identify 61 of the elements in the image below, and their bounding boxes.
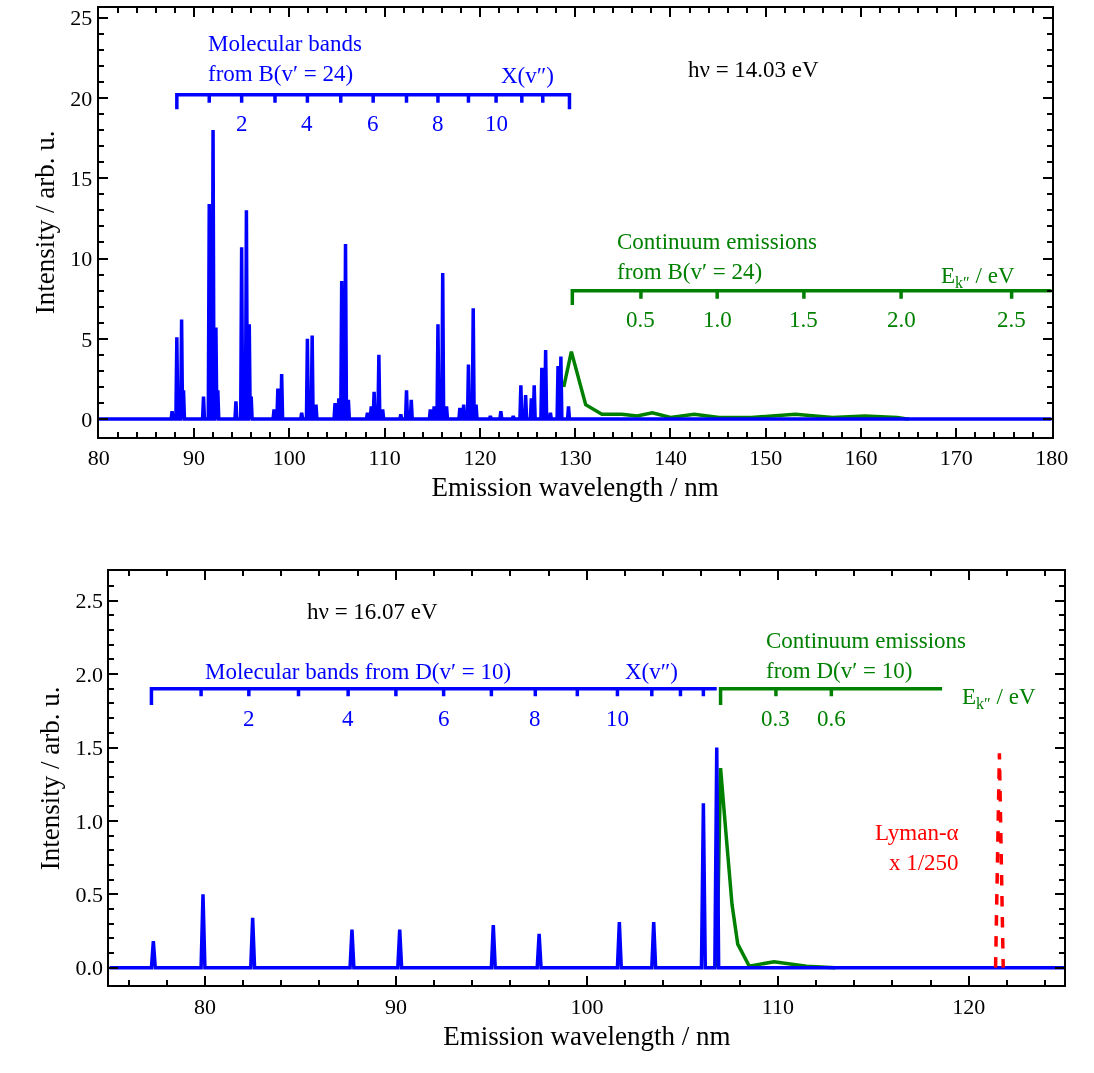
annotation: hν = 14.03 eV bbox=[688, 57, 820, 82]
x-tick-label: 130 bbox=[558, 445, 592, 471]
annotation: 2 bbox=[236, 111, 248, 136]
y-tick-label: 0.0 bbox=[75, 955, 104, 981]
annotation: 6 bbox=[367, 111, 379, 136]
annotation: 8 bbox=[529, 706, 541, 731]
annotation: 1.5 bbox=[789, 307, 818, 332]
y-tick-label: 20 bbox=[70, 85, 93, 111]
y-tick-label: 15 bbox=[70, 165, 93, 191]
annotation: hν = 16.07 eV bbox=[307, 599, 439, 624]
annotation: 0.5 bbox=[626, 307, 655, 332]
x-tick-label: 120 bbox=[463, 445, 497, 471]
annotation: Molecular bands from D(v′ = 10) bbox=[205, 659, 512, 684]
y-axis-title: Intensity / arb. u. bbox=[35, 686, 66, 871]
annotation: 2 bbox=[243, 706, 255, 731]
annotation: 6 bbox=[438, 706, 450, 731]
x-tick-label: 160 bbox=[844, 445, 878, 471]
annotation: 1.0 bbox=[703, 307, 732, 332]
x-tick-label: 110 bbox=[761, 993, 794, 1019]
annotation: 0.3 bbox=[761, 706, 790, 731]
y-tick-label: 5 bbox=[81, 326, 93, 352]
y-tick-label: 1.5 bbox=[75, 735, 104, 761]
annotation: E$_{k″}$ / eV bbox=[962, 684, 1036, 712]
x-tick-label: 90 bbox=[183, 445, 205, 471]
annotation: X(v″) bbox=[625, 659, 679, 684]
annotation: 4 bbox=[301, 111, 313, 136]
annotation: Lyman-α x 1/250 bbox=[875, 820, 959, 875]
annotation: 8 bbox=[432, 111, 444, 136]
annotation: Molecular bands from B(v′ = 24) bbox=[208, 31, 362, 86]
x-tick-label: 170 bbox=[939, 445, 973, 471]
y-tick-label: 25 bbox=[70, 5, 93, 31]
x-tick-label: 80 bbox=[87, 445, 110, 471]
annotation: 0.6 bbox=[817, 706, 846, 731]
x-tick-label: 100 bbox=[570, 993, 604, 1019]
x-tick-label: 100 bbox=[272, 445, 306, 471]
y-tick-label: 10 bbox=[70, 246, 93, 272]
y-tick-label: 2.5 bbox=[75, 588, 104, 614]
annotation: Continuum emissions from B(v′ = 24) bbox=[617, 229, 818, 284]
annotation: Continuum emissions from D(v′ = 10) bbox=[766, 628, 967, 683]
annotation: E$_{k″}$ / eV bbox=[941, 263, 1015, 291]
annotation: 10 bbox=[606, 706, 629, 731]
x-tick-label: 140 bbox=[653, 445, 687, 471]
x-tick-label: 120 bbox=[952, 993, 986, 1019]
y-tick-label: 2.0 bbox=[75, 661, 104, 687]
line-series bbox=[109, 745, 1065, 970]
annotation: X(v″) bbox=[501, 63, 555, 88]
y-tick-label: 1.0 bbox=[75, 808, 104, 834]
x-tick-label: 150 bbox=[749, 445, 783, 471]
annotation: 2.5 bbox=[997, 307, 1026, 332]
y-tick-label: 0 bbox=[81, 406, 93, 432]
x-tick-label: 110 bbox=[368, 445, 401, 471]
x-axis-title: Emission wavelength / nm bbox=[443, 1020, 731, 1051]
y-tick-label: 0.5 bbox=[75, 881, 104, 907]
x-axis-title: Emission wavelength / nm bbox=[431, 472, 719, 503]
x-tick-label: 90 bbox=[384, 993, 407, 1019]
annotation: 4 bbox=[342, 706, 354, 731]
x-tick-label: 80 bbox=[193, 993, 216, 1019]
y-axis-title: Intensity / arb. u. bbox=[29, 130, 60, 315]
x-tick-label: 180 bbox=[1035, 445, 1069, 471]
annotation: 10 bbox=[485, 111, 508, 136]
annotation: 2.0 bbox=[887, 307, 916, 332]
